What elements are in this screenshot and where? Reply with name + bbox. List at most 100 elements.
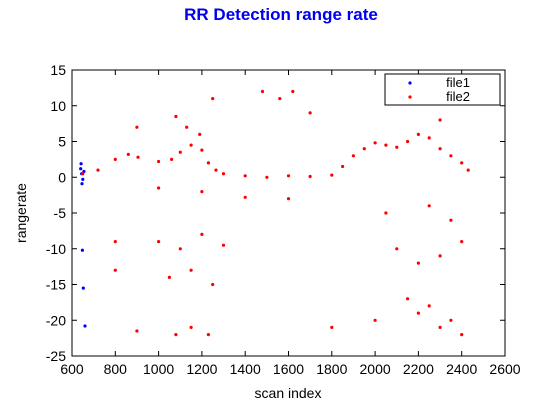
data-point — [427, 204, 431, 208]
data-point — [189, 268, 193, 272]
data-point — [416, 311, 420, 315]
legend-label: file2 — [446, 89, 470, 104]
legend-marker — [408, 95, 412, 99]
data-point — [243, 195, 247, 199]
x-tick-label: 2600 — [489, 361, 520, 377]
data-point — [126, 152, 130, 156]
data-point — [79, 167, 83, 171]
data-point — [449, 154, 453, 158]
data-point — [83, 324, 87, 328]
data-point — [170, 157, 174, 161]
data-point — [189, 325, 193, 329]
data-point — [80, 248, 84, 252]
axis-ticks: 600 800 1000 1200 1400 1600 1800 2000 2200 2400 26… — [46, 62, 521, 377]
data-point — [185, 125, 189, 129]
data-point — [211, 97, 215, 101]
x-tick-label: 1200 — [186, 361, 217, 377]
y-tick-label: -20 — [46, 312, 66, 328]
legend-marker — [408, 81, 412, 85]
x-tick-label: 1400 — [230, 361, 261, 377]
data-point — [198, 132, 202, 136]
data-point — [113, 240, 117, 244]
y-tick-label: 5 — [58, 134, 66, 150]
chart-title: RR Detection range rate — [184, 5, 378, 24]
data-point — [200, 232, 204, 236]
data-point — [243, 174, 247, 178]
data-point — [291, 89, 295, 94]
data-point — [406, 297, 410, 301]
x-tick-label: 2200 — [403, 361, 434, 377]
data-point — [221, 243, 226, 247]
data-point — [427, 136, 431, 140]
data-point — [221, 172, 226, 176]
data-point — [438, 325, 442, 329]
data-point — [330, 173, 334, 177]
data-point — [200, 190, 204, 194]
data-point — [373, 141, 377, 145]
data-point — [174, 333, 178, 337]
data-point — [406, 139, 410, 144]
data-point — [351, 154, 355, 158]
data-point — [438, 118, 442, 122]
data-point — [135, 125, 139, 129]
data-point — [206, 161, 210, 165]
legend-label: file1 — [446, 75, 470, 90]
y-tick-label: 0 — [58, 169, 66, 185]
data-point — [260, 89, 265, 94]
data-point — [157, 240, 161, 244]
data-point — [308, 174, 312, 179]
data-point — [96, 168, 100, 172]
data-point — [460, 240, 464, 244]
data-point — [113, 268, 117, 272]
data-point — [438, 254, 442, 258]
data-point — [157, 186, 161, 190]
data-point — [395, 247, 399, 251]
data-point — [214, 168, 218, 172]
data-point — [384, 211, 388, 215]
data-point — [330, 325, 334, 329]
y-axis-label: rangerate — [13, 183, 29, 243]
y-tick-label: 15 — [50, 62, 66, 78]
data-point — [341, 164, 345, 169]
data-point — [81, 172, 85, 176]
data-point — [449, 218, 453, 222]
data-point — [416, 261, 420, 265]
data-point — [362, 147, 366, 151]
data-point — [427, 304, 431, 308]
data-point — [460, 161, 464, 165]
series-file1 — [79, 162, 87, 328]
plot-area — [79, 82, 470, 337]
data-point — [113, 157, 117, 161]
data-point — [81, 177, 85, 181]
data-point — [167, 275, 171, 279]
data-point — [206, 333, 210, 337]
data-point — [135, 329, 139, 333]
data-point — [200, 148, 204, 152]
x-tick-label: 1000 — [143, 361, 174, 377]
data-point — [278, 97, 282, 101]
data-point — [189, 143, 193, 147]
data-point — [157, 159, 161, 164]
x-tick-label: 1600 — [273, 361, 304, 377]
data-point — [79, 162, 83, 166]
x-tick-label: 2400 — [446, 361, 477, 377]
y-tick-label: -25 — [46, 348, 66, 364]
data-point — [466, 168, 470, 172]
data-point — [373, 318, 377, 322]
data-point — [211, 282, 215, 287]
data-point — [80, 182, 84, 186]
data-point — [178, 247, 182, 251]
data-point — [174, 114, 178, 119]
data-point — [460, 333, 464, 337]
data-point — [265, 175, 269, 179]
x-tick-label: 600 — [60, 361, 84, 377]
data-point — [384, 143, 388, 147]
y-tick-label: -15 — [46, 277, 66, 293]
data-point — [395, 145, 399, 149]
data-point — [449, 318, 453, 322]
data-point — [438, 147, 442, 151]
x-axis-label: scan index — [255, 385, 322, 401]
legend-box — [384, 73, 501, 106]
